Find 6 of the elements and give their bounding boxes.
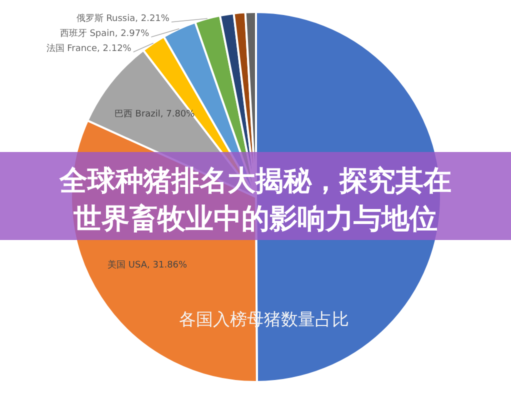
slice-label: 美国 USA, 31.86% [108,259,188,270]
slice-label: 俄罗斯 Russia, 2.21% [76,13,170,24]
slice-label: 西班牙 Spain, 2.97% [60,28,150,39]
text: 全球种猪排名大揭秘，探究其在世界畜牧业中的影响力与地位 [58,164,452,235]
text: 各国入榜母猪数量占比 [179,310,349,330]
slice-label: 法国 France, 2.12% [46,43,132,54]
